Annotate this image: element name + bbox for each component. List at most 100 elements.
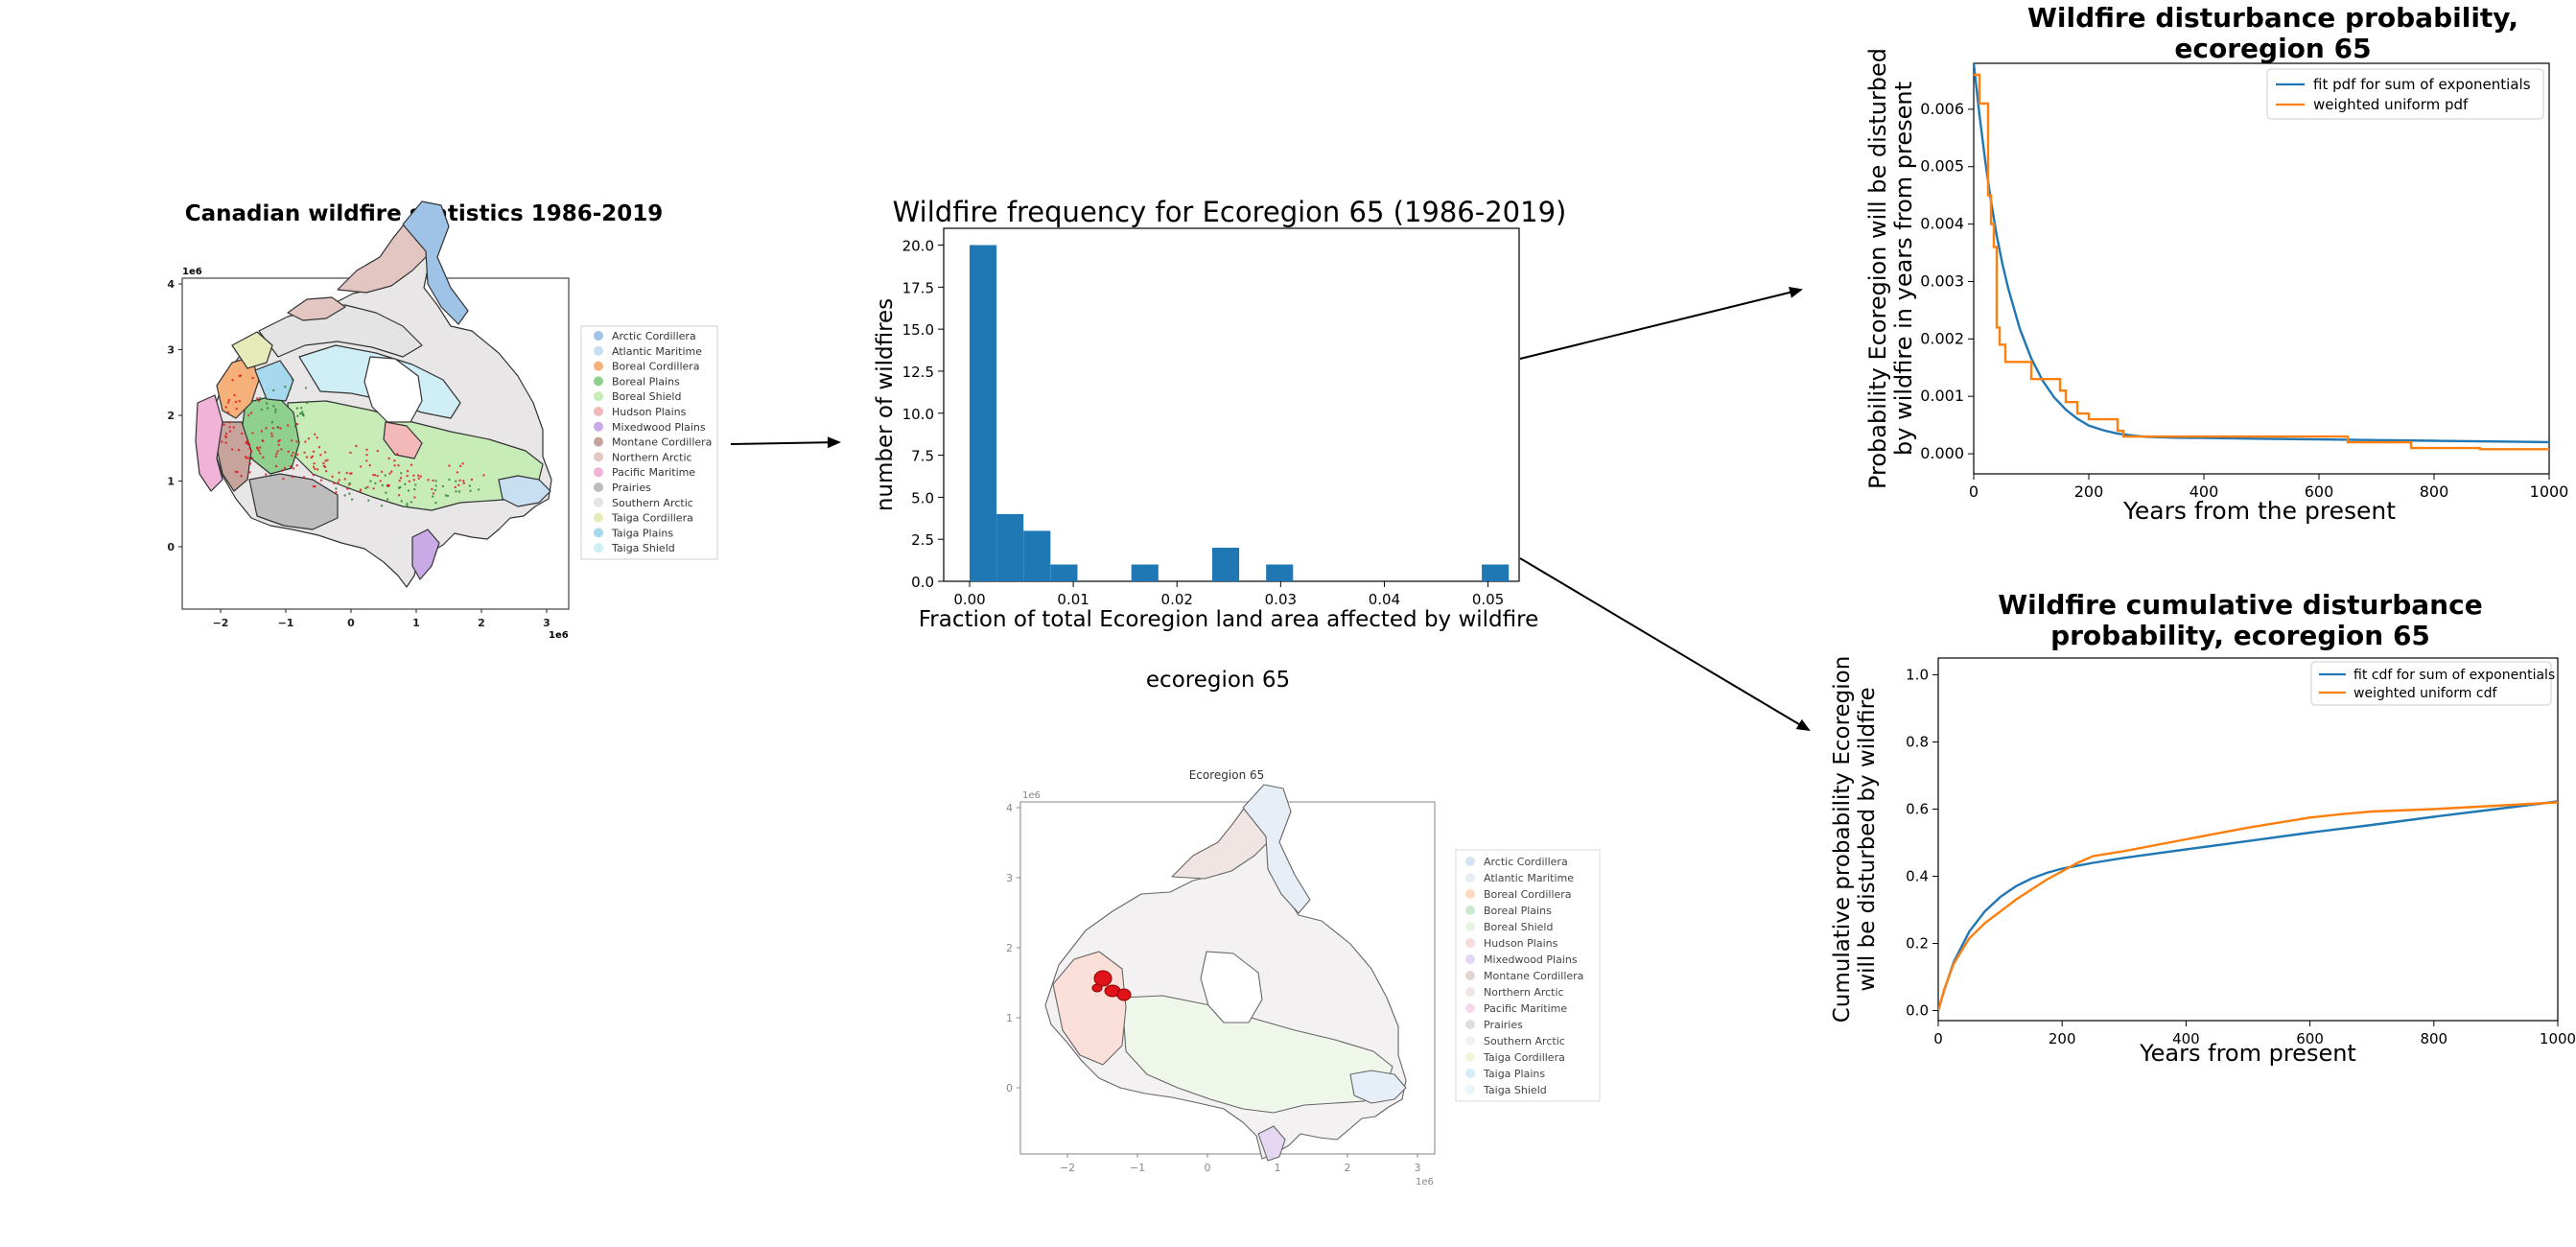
wildfire-point <box>419 475 422 478</box>
wildfire-point <box>359 488 363 491</box>
wildfire-point <box>366 485 369 489</box>
wildfire-point <box>414 483 417 486</box>
wildfire-point <box>338 471 340 474</box>
legend-swatch <box>1465 873 1475 882</box>
wildfire-point <box>296 414 299 417</box>
wildfire-point <box>343 494 346 497</box>
y-tick-label: 0.6 <box>1906 801 1929 818</box>
wildfire-point <box>346 487 349 490</box>
legend-swatch <box>594 331 603 341</box>
wildfire-point <box>291 439 293 442</box>
wildfire-point <box>276 425 279 429</box>
wildfire-point <box>413 488 416 491</box>
y-tick-label: 0.001 <box>1920 387 1964 405</box>
wildfire-point <box>406 503 409 506</box>
legend-label: Taiga Plains <box>1483 1068 1545 1080</box>
wildfire-point <box>393 459 396 462</box>
pdf-title-line-1: Wildfire disturbance probability, <box>2027 2 2518 34</box>
y-tick-label: 0.2 <box>1906 935 1929 953</box>
wildfire-point <box>393 464 396 467</box>
wildfire-point <box>314 485 316 488</box>
wildfire-point <box>348 482 352 485</box>
wildfire-point <box>279 427 282 430</box>
legend-swatch <box>594 543 603 553</box>
map-x-tick-label: −2 <box>1060 1162 1075 1174</box>
histogram-y-tick-label: 17.5 <box>902 279 934 296</box>
legend-label: Arctic Cordillera <box>1484 856 1568 868</box>
legend-label: Boreal Cordillera <box>612 361 700 373</box>
cdf-y-axis-label-line-1: Cumulative probability Ecoregion <box>1830 656 1855 1023</box>
wildfire-point <box>274 455 277 458</box>
wildfire-point <box>400 472 403 475</box>
wildfire-point <box>300 407 303 410</box>
wildfire-point <box>295 464 298 467</box>
x-tick-label: 800 <box>2420 482 2449 501</box>
wildfire-point <box>270 421 274 424</box>
y-tick-label: 0.8 <box>1906 734 1929 751</box>
wildfire-point <box>238 374 241 378</box>
wildfire-point <box>235 407 238 411</box>
legend-swatch <box>594 528 603 538</box>
wildfire-point <box>400 500 403 503</box>
map-x-tick-label: 1 <box>1275 1162 1281 1174</box>
legend-label: Northern Arctic <box>612 451 692 463</box>
legend-swatch <box>594 407 603 416</box>
map-y-tick-label: 3 <box>167 344 175 357</box>
legend-label: Southern Arctic <box>1484 1035 1565 1047</box>
wildfire-point <box>261 439 264 442</box>
wildfire-point <box>319 479 323 482</box>
map1-y-ticks: 4 3 2 1 0 <box>167 278 182 553</box>
wildfire-point <box>433 488 437 492</box>
legend-swatch <box>594 436 603 447</box>
ecoregion-65-patch <box>1116 988 1132 1001</box>
map-x-tick-label: −2 <box>213 617 229 629</box>
wildfire-point <box>333 482 336 485</box>
wildfire-point <box>380 470 384 473</box>
map-x-tick-label: 2 <box>1345 1162 1351 1174</box>
legend-label: Mixedwood Plains <box>1484 953 1578 966</box>
map-y-tick-label: 3 <box>1006 872 1013 884</box>
wildfire-point <box>222 423 225 426</box>
wildfire-point <box>434 501 437 505</box>
wildfire-point <box>399 477 403 480</box>
legend-swatch <box>594 452 603 462</box>
map1-legend: Arctic Cordillera Atlantic Maritime Boreal… <box>580 325 718 560</box>
x-tick-label: 200 <box>2049 1030 2076 1047</box>
histogram-x-tick-label: 0.05 <box>1472 591 1504 608</box>
wildfire-point <box>462 480 465 482</box>
wildfire-point <box>322 461 325 465</box>
pacific-maritime <box>195 394 223 492</box>
x-tick-label: 600 <box>2305 482 2334 501</box>
cdf-y-ticks: 0.0 0.2 0.4 0.6 0.8 1.0 <box>1906 667 1938 1020</box>
atlantic-maritime <box>498 475 551 507</box>
legend-swatch <box>1465 889 1475 899</box>
legend-label: Boreal Plains <box>612 375 680 388</box>
map2-x-exponent: 1e6 <box>1416 1177 1434 1188</box>
wildfire-point <box>365 448 368 451</box>
x-tick-label: 400 <box>2190 482 2219 501</box>
wildfire-point <box>301 413 305 416</box>
wildfire-point <box>380 505 384 507</box>
legend-swatch <box>1465 987 1475 997</box>
map-y-tick-label: 2 <box>167 410 175 422</box>
histogram-bar <box>996 513 1024 581</box>
legend-label: Boreal Shield <box>612 390 681 403</box>
x-tick-label: 800 <box>2420 1030 2447 1047</box>
mixedwood-plains <box>411 529 440 580</box>
legend-swatch <box>594 391 603 402</box>
legend-label: Prairies <box>1484 1019 1523 1031</box>
histogram-y-tick-label: 15.0 <box>902 321 934 339</box>
wildfire-point <box>278 438 281 442</box>
wildfire-point <box>274 411 277 413</box>
wildfire-point <box>376 474 379 478</box>
map2-legend: Arctic Cordillera Atlantic Maritime Boreal… <box>1455 849 1601 1102</box>
wildfire-point <box>408 480 411 482</box>
arrow-histogram-to-pdf <box>1519 287 1803 360</box>
map-x-tick-label: −1 <box>278 617 294 629</box>
wildfire-point <box>455 480 457 482</box>
wildfire-point <box>388 472 391 475</box>
wildfire-point <box>446 494 450 498</box>
y-tick-label: 0.000 <box>1920 444 1964 462</box>
histogram-y-tick-label: 0.0 <box>911 574 934 591</box>
wildfire-point <box>287 394 290 397</box>
